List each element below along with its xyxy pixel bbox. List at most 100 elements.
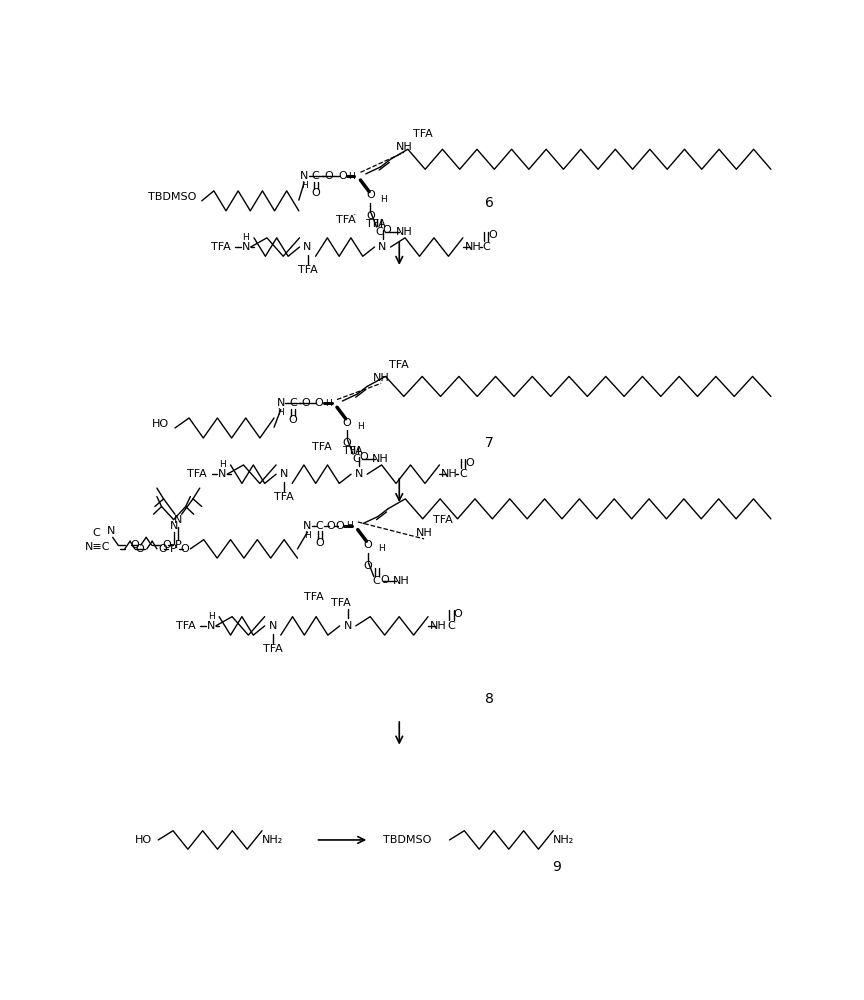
Text: N: N: [378, 242, 387, 252]
Text: O: O: [359, 452, 368, 462]
Text: C: C: [289, 398, 296, 408]
Text: C: C: [459, 469, 467, 479]
Text: O: O: [366, 211, 375, 221]
Text: O: O: [338, 171, 346, 181]
Text: TFA: TFA: [176, 621, 196, 631]
Text: TFA: TFA: [390, 360, 410, 370]
Text: H: H: [380, 195, 387, 204]
Text: HO: HO: [151, 419, 168, 429]
Text: O: O: [454, 609, 462, 619]
Text: O: O: [289, 415, 297, 425]
Text: 7: 7: [486, 436, 494, 450]
Text: TBDMSO: TBDMSO: [383, 835, 431, 845]
Text: C: C: [315, 521, 323, 531]
Text: N: N: [107, 526, 116, 536]
Text: O: O: [162, 540, 170, 550]
Text: H: H: [346, 521, 353, 530]
Text: NH: NH: [465, 242, 481, 252]
Text: O: O: [314, 398, 322, 408]
Text: O: O: [180, 544, 188, 554]
Text: NH: NH: [429, 621, 447, 631]
Text: N: N: [355, 469, 363, 479]
Text: H: H: [277, 408, 284, 417]
Text: TFA: TFA: [274, 492, 294, 502]
Text: TFA: TFA: [433, 515, 453, 525]
Text: C: C: [372, 576, 380, 586]
Text: H: H: [301, 181, 308, 190]
Text: O: O: [343, 438, 352, 448]
Text: 6: 6: [486, 196, 494, 210]
Text: TFA: TFA: [313, 442, 332, 452]
Text: O: O: [326, 521, 334, 531]
Text: TFA: TFA: [304, 592, 324, 602]
Text: C: C: [92, 528, 100, 538]
Text: P: P: [170, 544, 177, 554]
Text: N≡C: N≡C: [85, 542, 110, 552]
Text: TFA: TFA: [366, 219, 385, 229]
Text: O: O: [364, 561, 372, 571]
Text: ·: ·: [353, 210, 356, 220]
Text: NH: NH: [393, 576, 410, 586]
Text: 9: 9: [552, 860, 561, 874]
Text: H: H: [378, 544, 384, 553]
Text: TFA: TFA: [342, 446, 362, 456]
Text: TFA: TFA: [298, 265, 317, 275]
Text: TFA: TFA: [413, 129, 433, 139]
Text: O: O: [136, 544, 144, 554]
Text: TFA: TFA: [331, 598, 351, 608]
Text: TFA: TFA: [211, 242, 231, 252]
Text: C: C: [352, 454, 359, 464]
Text: NH: NH: [396, 142, 412, 152]
Text: O: O: [335, 521, 344, 531]
Text: N: N: [242, 242, 250, 252]
Text: HO: HO: [135, 835, 152, 845]
Text: N: N: [269, 621, 276, 631]
Text: N: N: [175, 515, 182, 525]
Text: O: O: [158, 544, 168, 554]
Text: O: O: [302, 398, 310, 408]
Text: N: N: [300, 171, 308, 181]
Text: TFA: TFA: [336, 215, 356, 225]
Text: O: O: [364, 540, 372, 550]
Text: N: N: [303, 521, 312, 531]
Text: P: P: [175, 540, 181, 550]
Text: O: O: [325, 171, 334, 181]
Text: O: O: [383, 225, 391, 235]
Text: O: O: [130, 540, 139, 550]
Text: O: O: [380, 575, 389, 585]
Text: NH: NH: [396, 227, 412, 237]
Text: NH₂: NH₂: [553, 835, 574, 845]
Text: TBDMSO: TBDMSO: [149, 192, 196, 202]
Text: O: O: [465, 458, 474, 468]
Text: TFA: TFA: [187, 469, 207, 479]
Text: N: N: [219, 469, 226, 479]
Text: N: N: [280, 469, 289, 479]
Text: N: N: [344, 621, 352, 631]
Text: O: O: [366, 190, 375, 200]
Text: NH: NH: [372, 454, 389, 464]
Text: O: O: [311, 188, 320, 198]
Text: C: C: [375, 227, 383, 237]
Text: O: O: [489, 231, 498, 240]
Text: H: H: [207, 612, 214, 621]
Text: C: C: [448, 621, 455, 631]
Text: O: O: [315, 538, 324, 548]
Text: N: N: [207, 621, 215, 631]
Text: H: H: [243, 233, 250, 242]
Text: N: N: [303, 242, 312, 252]
Text: C: C: [482, 242, 490, 252]
Text: H: H: [304, 531, 311, 540]
Text: O: O: [343, 418, 352, 428]
Text: H: H: [325, 399, 332, 408]
Text: H: H: [348, 172, 355, 181]
Text: NH₂: NH₂: [262, 835, 283, 845]
Text: NH: NH: [442, 469, 458, 479]
Text: NH: NH: [416, 528, 432, 538]
Text: 8: 8: [486, 692, 494, 706]
Text: NH: NH: [373, 373, 390, 383]
Text: H: H: [357, 422, 364, 431]
Text: TFA: TFA: [263, 644, 283, 654]
Text: N: N: [169, 521, 178, 531]
Text: C: C: [312, 171, 320, 181]
Text: H: H: [219, 460, 226, 469]
